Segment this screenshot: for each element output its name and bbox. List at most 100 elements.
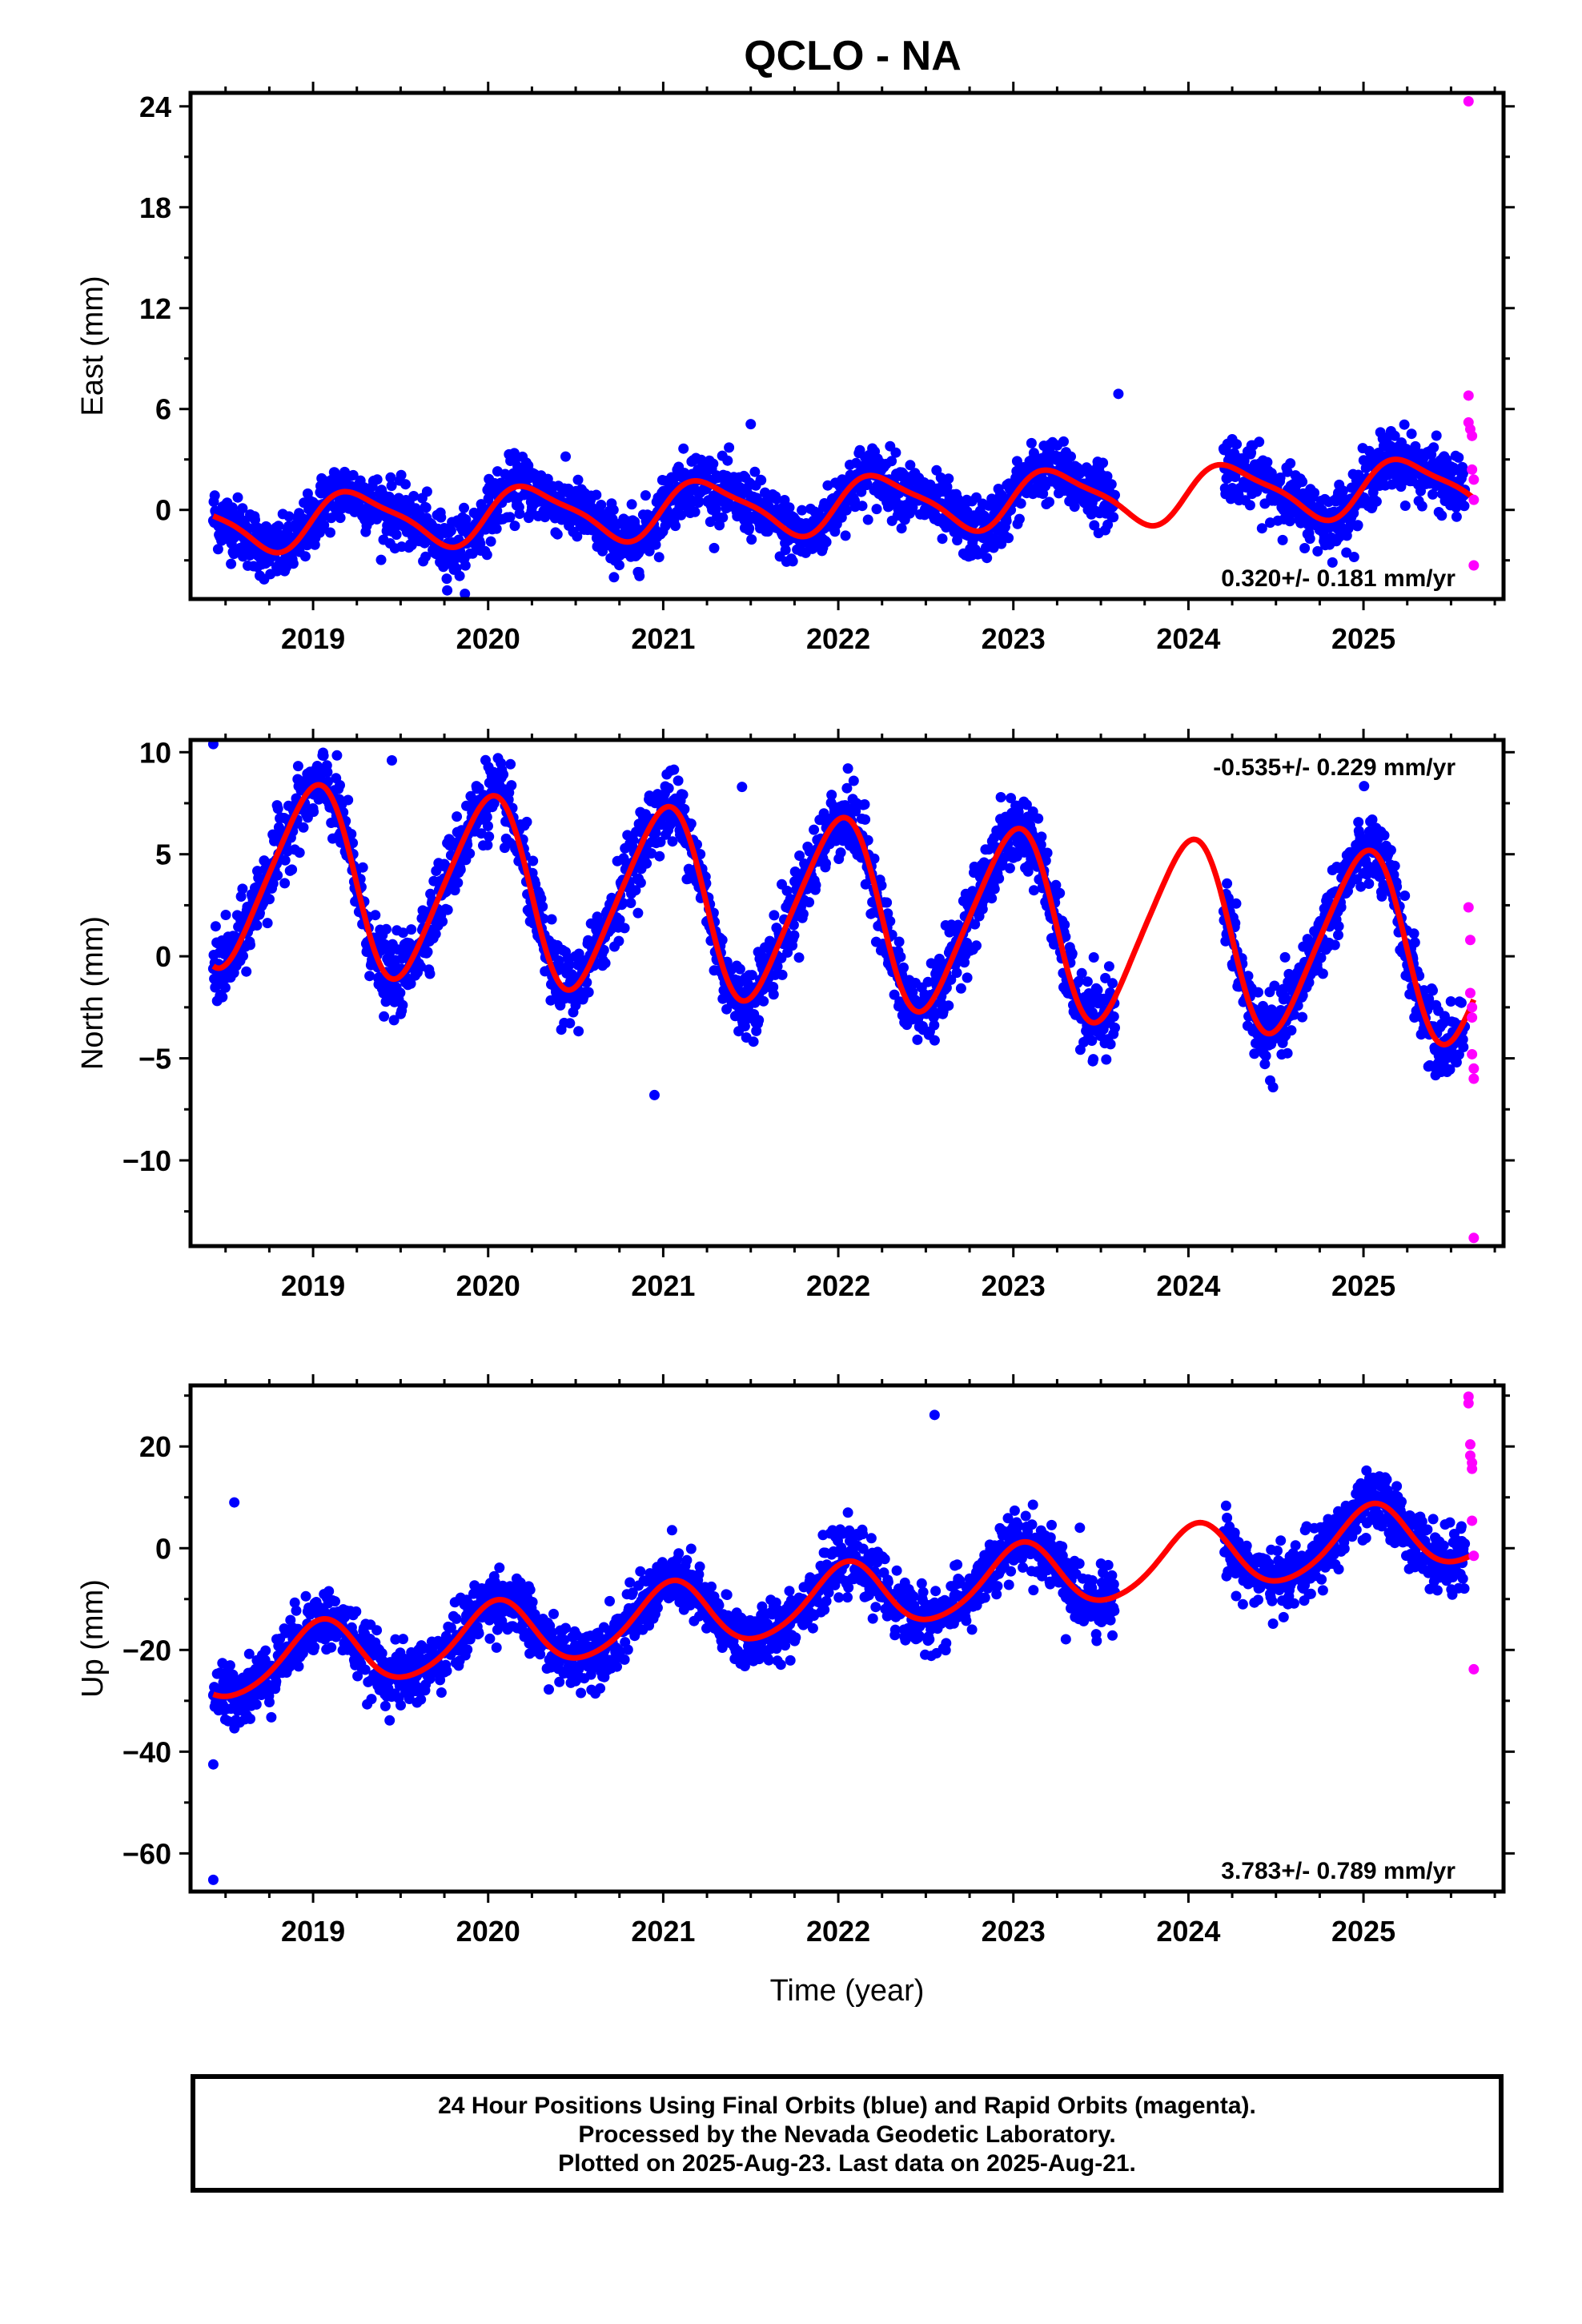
final-point: [243, 1648, 255, 1659]
final-point: [861, 478, 873, 489]
final-point: [1001, 516, 1012, 526]
final-point: [1036, 831, 1047, 842]
final-point: [885, 915, 896, 927]
final-point: [841, 505, 852, 516]
final-point: [758, 995, 769, 1007]
y-tick-label: 24: [139, 90, 171, 123]
final-point: [644, 545, 655, 557]
final-point: [1428, 442, 1439, 453]
final-point: [809, 824, 820, 835]
final-point: [212, 544, 223, 555]
y-tick-label: 5: [155, 838, 171, 871]
final-point: [895, 951, 906, 963]
final-point: [724, 442, 735, 453]
final-point: [1399, 891, 1411, 901]
final-point: [862, 834, 873, 846]
final-point: [905, 460, 916, 471]
final-point: [749, 466, 761, 477]
final-point: [1256, 523, 1267, 534]
final-point: [1088, 1054, 1099, 1065]
final-point: [876, 880, 887, 891]
final-point: [1359, 781, 1370, 792]
final-point: [1244, 500, 1255, 511]
final-point: [1451, 511, 1462, 522]
final-point: [1436, 510, 1447, 521]
final-point: [898, 962, 909, 973]
final-point: [370, 910, 381, 921]
final-point: [951, 967, 962, 979]
final-point: [596, 500, 607, 510]
final-point: [693, 496, 705, 507]
final-point: [381, 923, 391, 935]
final-point: [986, 893, 998, 904]
final-point: [996, 538, 1007, 549]
final-point: [1021, 799, 1032, 810]
final-point: [385, 472, 396, 483]
final-point: [630, 885, 641, 896]
final-point: [890, 447, 901, 458]
final-point: [881, 897, 893, 908]
final-point: [746, 970, 757, 981]
final-point: [826, 790, 837, 801]
final-orbit-points: [207, 740, 1471, 1100]
rapid-point: [1468, 494, 1480, 505]
final-point: [1286, 1025, 1297, 1036]
final-point: [459, 502, 469, 513]
x-tick-label: 2020: [456, 1269, 520, 1302]
final-point: [238, 951, 248, 962]
final-point: [600, 958, 611, 969]
x-tick-label: 2019: [281, 622, 345, 655]
final-point: [421, 486, 432, 497]
final-point: [1254, 436, 1265, 448]
final-point: [441, 573, 452, 585]
final-point: [416, 961, 427, 972]
final-point: [977, 903, 988, 915]
final-point: [995, 792, 1006, 802]
final-point: [1288, 1009, 1299, 1020]
final-point: [481, 549, 492, 561]
final-point: [989, 883, 1000, 895]
final-point: [613, 935, 624, 947]
final-point: [768, 989, 779, 1000]
x-tick-label: 2022: [806, 1269, 870, 1302]
final-point: [241, 966, 252, 977]
north-panel: 2019 2020 2021 2022 2023 2024 2025−10−50510Nor…: [76, 729, 1515, 1302]
final-point: [1352, 520, 1363, 531]
final-point: [614, 915, 625, 926]
final-point: [1015, 498, 1026, 509]
final-point: [1103, 961, 1114, 972]
final-point: [871, 504, 882, 515]
rapid-point: [1467, 430, 1478, 441]
final-point: [634, 570, 645, 581]
final-point: [1006, 793, 1017, 804]
final-point: [460, 589, 471, 599]
final-point: [1066, 451, 1076, 462]
final-point: [821, 858, 831, 869]
rapid-point: [1463, 390, 1474, 401]
final-point: [650, 539, 661, 550]
final-point: [235, 891, 247, 902]
final-point: [325, 527, 335, 538]
final-point: [617, 898, 628, 909]
final-point: [1279, 951, 1291, 963]
final-point: [260, 1645, 271, 1656]
final-point: [714, 520, 725, 531]
final-point: [308, 806, 319, 818]
x-tick-label: 2024: [1156, 622, 1220, 655]
final-point: [379, 1011, 390, 1022]
final-point: [1312, 545, 1323, 557]
x-tick-label: 2025: [1331, 622, 1395, 655]
y-tick-label: 6: [155, 393, 171, 426]
final-point: [572, 531, 583, 542]
final-point: [1059, 919, 1070, 931]
final-point: [209, 490, 220, 501]
rapid-point: [1464, 935, 1476, 946]
rapid-point: [1468, 1063, 1480, 1074]
final-point: [537, 901, 548, 912]
final-point: [1098, 457, 1109, 468]
final-point: [398, 927, 408, 939]
final-point: [583, 987, 594, 998]
final-point: [386, 480, 397, 492]
velocity-annotation: -0.535+/- 0.229 mm/yr: [1213, 754, 1456, 781]
final-point: [737, 782, 748, 793]
